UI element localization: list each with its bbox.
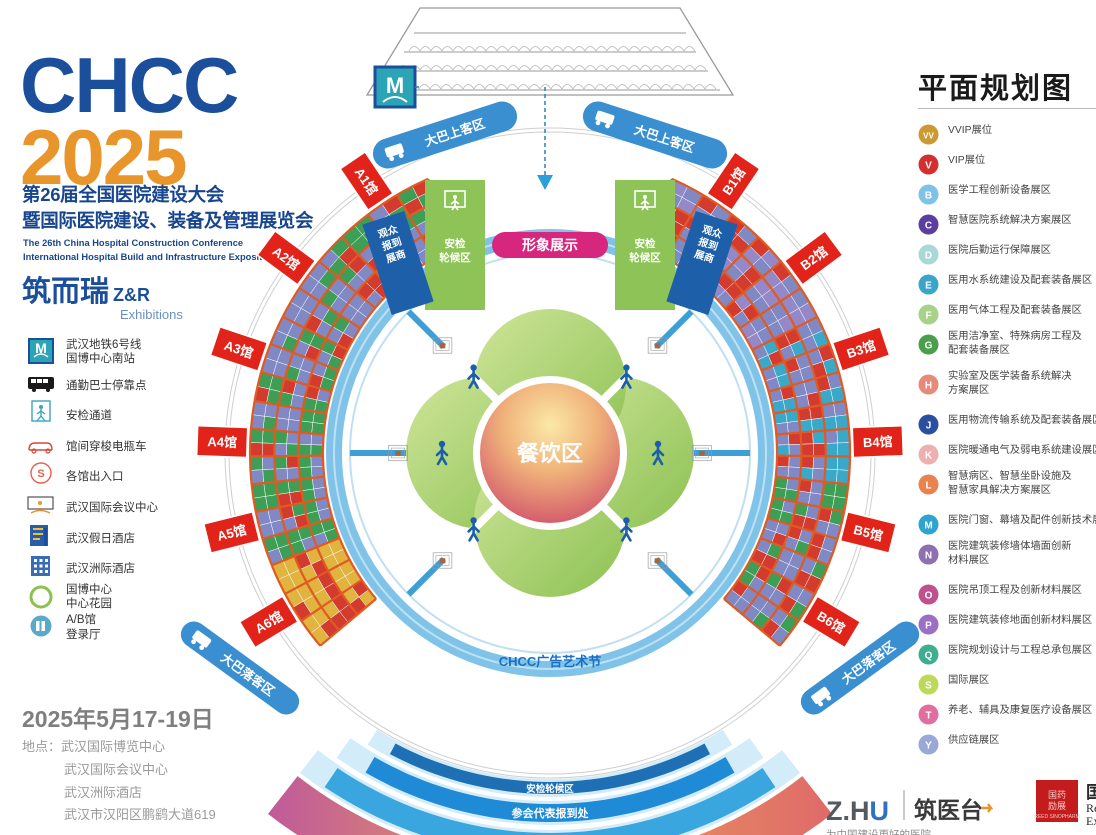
svg-text:国药: 国药: [1048, 790, 1066, 800]
svg-text:C: C: [925, 220, 932, 231]
svg-text:N: N: [925, 550, 932, 561]
svg-text:轮候区: 轮候区: [439, 251, 471, 264]
svg-text:安检轮候区: 安检轮候区: [526, 783, 574, 795]
svg-text:CHCC广告艺术节: CHCC广告艺术节: [499, 654, 602, 669]
svg-text:P: P: [925, 620, 932, 631]
svg-text:安检: 安检: [445, 237, 466, 250]
svg-text:Reed Sinopharm: Reed Sinopharm: [1086, 801, 1096, 815]
svg-text:O: O: [925, 590, 933, 601]
svg-text:D: D: [925, 250, 932, 261]
svg-text:轮候区: 轮候区: [629, 251, 661, 264]
svg-text:Exhibitions: Exhibitions: [1086, 814, 1096, 828]
svg-text:J: J: [926, 420, 932, 431]
svg-text:B: B: [925, 190, 932, 201]
svg-text:餐饮区: 餐饮区: [517, 441, 583, 466]
svg-text:A4馆: A4馆: [207, 434, 237, 450]
svg-text:G: G: [925, 340, 933, 351]
svg-text:H: H: [925, 380, 932, 391]
svg-text:K: K: [925, 450, 933, 461]
svg-text:形象展示: 形象展示: [522, 237, 578, 253]
svg-text:VV: VV: [923, 131, 934, 140]
svg-text:V: V: [925, 160, 932, 171]
svg-text:筑医台: 筑医台: [914, 797, 983, 823]
svg-text:T: T: [925, 710, 931, 721]
svg-text:Z.HU: Z.HU: [826, 796, 889, 826]
svg-text:Q: Q: [925, 650, 933, 661]
svg-text:M: M: [386, 73, 404, 98]
svg-text:安检: 安检: [635, 237, 656, 250]
svg-text:B4馆: B4馆: [863, 434, 893, 450]
svg-text:REED SINOPHARM: REED SINOPHARM: [1034, 814, 1080, 820]
svg-text:S: S: [925, 680, 932, 691]
svg-text:参会代表报到处: 参会代表报到处: [512, 806, 590, 820]
svg-text:L: L: [925, 480, 931, 491]
svg-text:为中国建设更好的医院: 为中国建设更好的医院: [826, 828, 931, 835]
svg-text:E: E: [925, 280, 932, 291]
svg-text:励展: 励展: [1048, 801, 1066, 811]
svg-text:M: M: [924, 520, 932, 531]
svg-text:Y: Y: [925, 740, 932, 751]
svg-text:F: F: [925, 310, 931, 321]
